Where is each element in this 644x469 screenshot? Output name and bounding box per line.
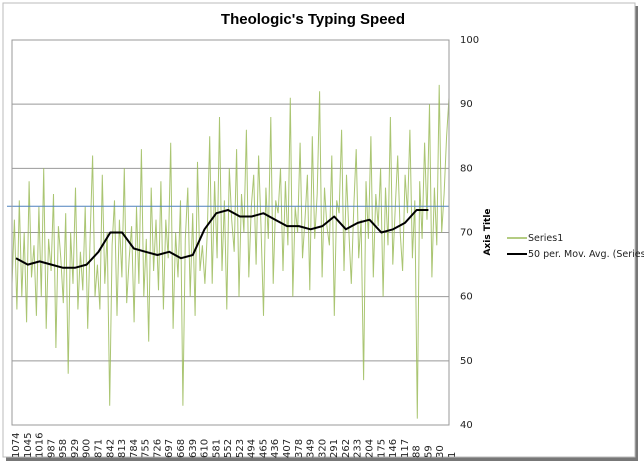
- x-tick-label: 523: [235, 439, 246, 458]
- x-tick-label: 610: [200, 439, 211, 458]
- y-tick-label: 40: [460, 420, 473, 431]
- x-tick-label: 465: [258, 439, 269, 458]
- x-tick-label: 291: [329, 439, 340, 458]
- chart-area: [2, 2, 636, 458]
- x-tick-label: 813: [117, 439, 128, 458]
- x-tick-label: 871: [93, 439, 104, 458]
- legend: Series1 50 per. Mov. Avg. (Series1): [507, 233, 644, 260]
- x-tick-label: 697: [164, 439, 175, 458]
- y-tick-label: 50: [460, 356, 473, 367]
- x-tick-label: 1074: [11, 433, 22, 458]
- y-tick-label: 60: [460, 292, 473, 303]
- y-tick-label: 70: [460, 228, 473, 239]
- x-tick-label: 1045: [23, 433, 34, 458]
- x-tick-label: 349: [306, 439, 317, 458]
- x-tick-label: 436: [270, 439, 281, 458]
- x-tick-label: 494: [247, 439, 258, 458]
- x-tick-label: 117: [400, 439, 411, 458]
- y-tick-label: 80: [460, 163, 473, 174]
- x-tick-label: 755: [141, 439, 152, 458]
- x-tick-label: 88: [412, 445, 423, 458]
- x-tick-label: 1016: [35, 433, 46, 458]
- x-tick-label: 987: [46, 439, 57, 458]
- x-tick-label: 552: [223, 439, 234, 458]
- x-tick-label: 320: [317, 439, 328, 458]
- legend-label-series1: Series1: [528, 233, 563, 244]
- chart-title: Theologic's Typing Speed: [221, 11, 405, 28]
- y-tick-label: 90: [460, 99, 473, 110]
- x-tick-label: 262: [341, 439, 352, 458]
- x-tick-label: 378: [294, 439, 305, 458]
- x-tick-label: 726: [152, 439, 163, 458]
- x-tick-label: 146: [388, 439, 399, 458]
- legend-label-moving-average: 50 per. Mov. Avg. (Series1): [528, 249, 644, 260]
- x-tick-label: 407: [282, 439, 293, 458]
- y-axis-title: Axis Title: [483, 208, 493, 255]
- x-tick-label: 175: [376, 439, 387, 458]
- plot-area: [11, 39, 450, 426]
- moving-average-line: [15, 209, 429, 269]
- x-tick-label: 900: [82, 439, 93, 458]
- x-tick-label: 233: [353, 439, 364, 458]
- series1-line: [11, 84, 450, 419]
- x-tick-label: 668: [176, 439, 187, 458]
- x-tick-label: 204: [365, 439, 376, 458]
- x-tick-label: 581: [211, 439, 222, 458]
- x-tick-label: 59: [423, 445, 434, 458]
- x-tick-label: 639: [188, 439, 199, 458]
- x-tick-label: 929: [70, 439, 81, 458]
- x-tick-label: 784: [129, 439, 140, 458]
- x-tick-label: 30: [435, 445, 446, 458]
- x-tick-label: 1: [447, 452, 458, 458]
- y-tick-label: 100: [460, 35, 479, 46]
- x-tick-label: 842: [105, 439, 116, 458]
- x-tick-label: 958: [58, 439, 69, 458]
